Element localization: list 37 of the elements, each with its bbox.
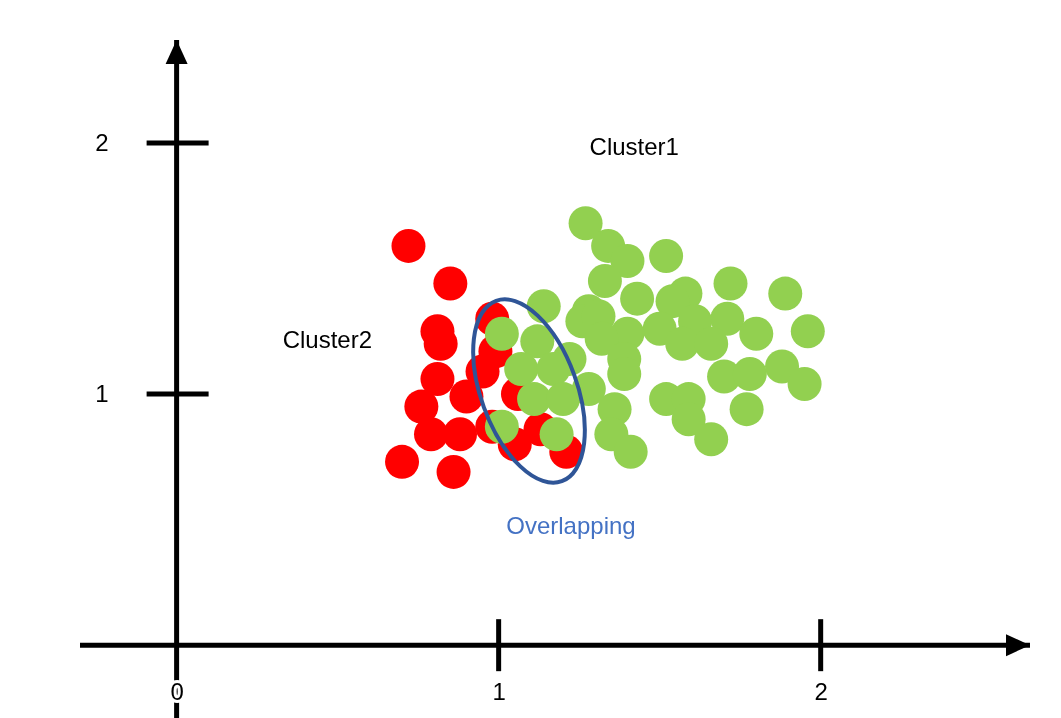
point (449, 379, 484, 414)
point (613, 434, 648, 469)
point (546, 382, 581, 417)
point (536, 351, 571, 386)
point (768, 276, 803, 311)
point (385, 444, 420, 479)
point (443, 417, 477, 452)
point (610, 243, 645, 278)
point (787, 367, 822, 402)
point (568, 206, 603, 241)
point (420, 362, 455, 396)
series-label: Cluster1 (589, 133, 679, 161)
annotation: Overlapping (506, 512, 636, 540)
point (504, 351, 539, 386)
point (433, 266, 468, 301)
point (587, 264, 622, 299)
point (404, 389, 439, 424)
point (649, 238, 684, 273)
point (620, 281, 655, 316)
point (713, 266, 748, 301)
point (790, 314, 825, 349)
point (729, 392, 764, 427)
point (539, 417, 574, 452)
point (694, 422, 729, 457)
x-tick-label: 2 (814, 678, 828, 706)
point (391, 228, 426, 263)
point (665, 326, 700, 361)
point (732, 356, 767, 391)
point (436, 454, 471, 489)
text: Cluster2 (282, 326, 373, 354)
point (694, 326, 729, 361)
point (710, 301, 745, 336)
x-tick-label: 1 (492, 678, 506, 706)
point (484, 316, 519, 351)
point (520, 324, 555, 359)
point (739, 316, 774, 351)
point (765, 349, 800, 384)
